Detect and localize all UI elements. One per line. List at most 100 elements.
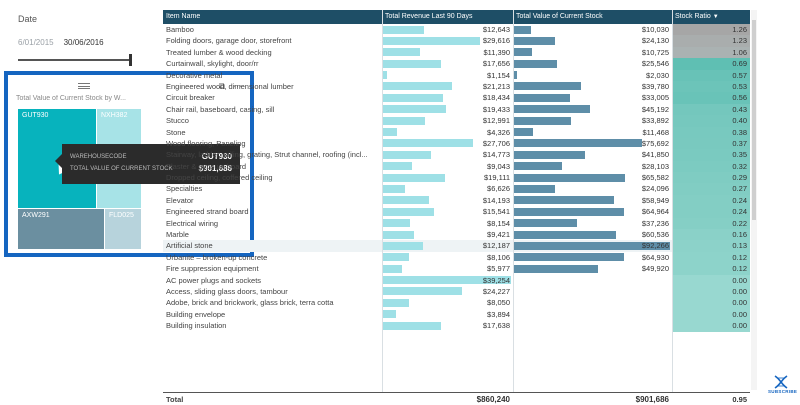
stock-value-cell: $37,236 <box>513 218 672 229</box>
table-row[interactable]: Specialties $6,626 $24,096 0.27 <box>163 183 750 195</box>
stock-value: $49,920 <box>641 264 669 274</box>
stock-ratio-cell: 0.16 <box>672 229 750 241</box>
table-row[interactable]: Stone $4,326 $11,468 0.38 <box>163 126 750 138</box>
table-row[interactable]: Dropped ceiling, coffered ceiling $19,111… <box>163 172 750 184</box>
header-stock-value[interactable]: Total Value of Current Stock <box>516 13 603 20</box>
stock-value-cell: $39,780 <box>513 81 672 92</box>
table-row[interactable]: AC power plugs and sockets $39,254 0.00 <box>163 274 750 286</box>
more-options-icon[interactable]: ⋯ <box>233 81 242 91</box>
stock-value: $11,468 <box>642 127 669 137</box>
stock-value: $75,692 <box>641 138 669 148</box>
scrollbar-thumb[interactable] <box>752 20 756 220</box>
stock-ratio-cell: 1.06 <box>672 46 750 59</box>
stock-value: $37,236 <box>641 218 669 228</box>
table-row[interactable]: Wood flooring, Paneling $27,706 $75,692 0.3… <box>163 137 750 150</box>
table-row[interactable]: Elevator $14,193 $58,949 0.24 <box>163 194 750 207</box>
table-row[interactable]: Treated lumber & wood decking $11,390 $10,… <box>163 46 750 59</box>
revenue-value: $12,991 <box>482 116 510 126</box>
slider-handle[interactable] <box>129 54 132 66</box>
revenue-cell: $24,227 <box>382 286 513 297</box>
header-revenue[interactable]: Total Revenue Last 90 Days <box>385 13 473 20</box>
stock-data-bar <box>514 105 591 114</box>
table-row[interactable]: Electrical wiring $8,154 $37,236 0.22 <box>163 217 750 230</box>
stock-value-cell: $92,266 <box>513 240 672 251</box>
revenue-cell: $12,187 <box>382 240 513 251</box>
table-row[interactable]: Engineered strand board $15,541 $64,964 0.2… <box>163 206 750 218</box>
treemap-tile-fld025[interactable]: FLD025 <box>105 209 141 249</box>
visual-header-icons: ⧉ ⋯ <box>219 81 242 92</box>
drag-grip-icon[interactable] <box>78 83 90 89</box>
revenue-cell: $29,616 <box>382 35 513 46</box>
stock-ratio-cell: 0.53 <box>672 80 750 93</box>
revenue-cell: $1,154 <box>382 70 513 81</box>
table-row[interactable]: Marble $9,421 $60,536 0.16 <box>163 229 750 241</box>
table-row[interactable]: Circuit breaker $18,434 $33,005 0.56 <box>163 92 750 104</box>
stock-value-cell <box>513 286 672 297</box>
revenue-value: $24,227 <box>482 286 510 296</box>
table-row[interactable]: Building envelope $3,894 0.00 <box>163 308 750 321</box>
table-row[interactable]: Decorative metal $1,154 $2,030 0.57 <box>163 69 750 81</box>
revenue-data-bar <box>383 105 447 114</box>
revenue-value: $18,434 <box>482 93 510 103</box>
date-range-slider[interactable] <box>18 54 138 66</box>
revenue-cell: $9,043 <box>382 161 513 172</box>
date-slicer[interactable]: Date 6/01/2015 30/06/2016 <box>18 14 138 66</box>
stock-table[interactable]: Item Name Total Revenue Last 90 Days Tot… <box>163 10 750 405</box>
revenue-data-bar <box>383 82 453 91</box>
stock-ratio-cell: 0.22 <box>672 217 750 230</box>
item-name-cell: Chair rail, baseboard, casing, sill <box>166 104 275 114</box>
stock-data-bar <box>514 264 599 273</box>
slicer-end-date[interactable]: 30/06/2016 <box>63 38 104 47</box>
revenue-data-bar <box>383 219 410 228</box>
stock-ratio-cell: 0.37 <box>672 137 750 150</box>
table-row[interactable]: Access, sliding glass doors, tambour $24,… <box>163 285 750 298</box>
revenue-cell: $19,433 <box>382 104 513 115</box>
revenue-cell: $19,111 <box>382 172 513 183</box>
item-name-cell: Decorative metal <box>166 70 223 80</box>
stock-ratio-cell: 0.40 <box>672 115 750 127</box>
stock-ratio-cell: 0.57 <box>672 69 750 81</box>
table-row[interactable]: Engineered wood, dimensional lumber $21,2… <box>163 80 750 93</box>
revenue-data-bar <box>383 150 432 159</box>
table-row[interactable]: Artificial stone $12,187 $92,266 0.13 <box>163 240 750 252</box>
revenue-data-bar <box>383 298 410 307</box>
treemap-tile-axw291[interactable]: AXW291 <box>18 209 104 249</box>
table-row[interactable]: Building insulation $17,638 0.00 <box>163 320 750 332</box>
table-row[interactable]: Stairway, ladder, railing, grating, Stru… <box>163 149 750 161</box>
revenue-data-bar <box>383 310 396 319</box>
table-row[interactable]: Folding doors, garage door, storefront $2… <box>163 35 750 47</box>
table-row[interactable]: Curtainwall, skylight, door/rr $17,656 $25… <box>163 58 750 70</box>
header-stock-ratio[interactable]: Stock Ratio ▼ <box>672 10 750 24</box>
stock-value: $64,930 <box>641 252 669 262</box>
table-row[interactable]: Fire suppression equipment $5,977 $49,920 0… <box>163 263 750 275</box>
stock-data-bar <box>514 128 534 137</box>
revenue-value: $8,154 <box>487 218 510 228</box>
table-row[interactable]: Adobe, brick and brickwork, glass brick,… <box>163 297 750 309</box>
item-name-cell: Adobe, brick and brickwork, glass brick,… <box>166 298 334 308</box>
stock-ratio-cell: 0.12 <box>672 263 750 275</box>
table-row[interactable]: Plaster & gypsum board $9,043 $28,103 0.32 <box>163 160 750 173</box>
revenue-value: $27,706 <box>482 138 510 148</box>
stock-value: $41,850 <box>641 150 669 160</box>
slider-track[interactable] <box>18 59 132 61</box>
revenue-value: $4,326 <box>487 127 510 137</box>
revenue-data-bar <box>383 207 434 216</box>
tile-label: AXW291 <box>22 212 50 219</box>
stock-data-bar <box>514 71 518 80</box>
header-item-name[interactable]: Item Name <box>166 13 201 20</box>
revenue-value: $12,643 <box>482 25 510 34</box>
table-row[interactable]: Urbanite – broken-up concrete $8,106 $64,9… <box>163 251 750 264</box>
stock-value-cell: $10,030 <box>513 24 672 35</box>
table-row[interactable]: Bamboo $12,643 $10,030 1.26 <box>163 24 750 36</box>
item-name-cell: Marble <box>166 230 189 240</box>
table-row[interactable]: Stucco $12,991 $33,892 0.40 <box>163 115 750 127</box>
table-row[interactable]: Chair rail, baseboard, casing, sill $19,4… <box>163 103 750 116</box>
revenue-cell: $11,390 <box>382 47 513 58</box>
slicer-start-date[interactable]: 6/01/2015 <box>18 38 54 47</box>
stock-value-cell: $24,130 <box>513 35 672 46</box>
table-scrollbar[interactable] <box>751 10 757 390</box>
treemap-title: Total Value of Current Stock by W... <box>16 95 126 102</box>
focus-mode-icon[interactable]: ⧉ <box>218 81 225 91</box>
revenue-data-bar <box>383 253 410 262</box>
stock-data-bar <box>514 48 533 57</box>
